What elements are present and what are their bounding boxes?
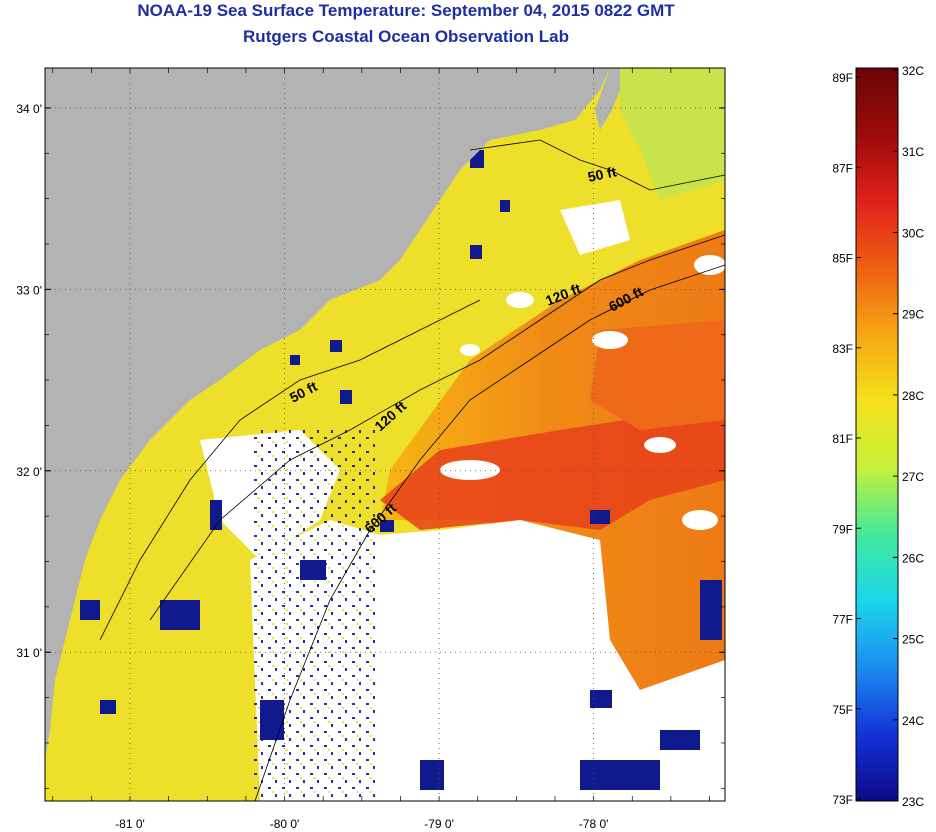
longitude-labels: -81 0' -80 0' -79 0' -78 0' [115,817,608,831]
isobath-120ft [149,234,725,621]
colorbar-f-label: 83F [832,342,853,356]
colorbar-f-label: 79F [832,522,853,536]
lat-label: 34 0' [16,102,42,116]
colorbar-c-label: 23C [902,795,924,809]
cloud-patch [440,460,500,480]
page-title: NOAA-19 Sea Surface Temperature: Septemb… [137,1,675,20]
colorbar-f-label: 85F [832,252,853,266]
lon-label: -78 0' [579,817,609,831]
coastal-water-north [620,68,725,200]
cloud-patch [592,331,628,349]
isobath-50ft-south [99,299,481,641]
colorbar-f-label: 75F [832,703,853,717]
colorbar-celsius-labels: 32C 31C 30C 29C 28C 27C 26C 25C 24C 23C [893,64,924,809]
colorbar-f-label: 77F [832,613,853,627]
cloud-patch [694,255,725,275]
cloud-patch [644,437,676,453]
cloud-patch [460,344,480,356]
hot-water-region [380,400,725,530]
colorbar-f-label: 81F [832,432,853,446]
colorbar-fahrenheit-labels: 89F 87F 85F 83F 81F 79F 77F 75F 73F [832,71,861,807]
lon-label: -79 0' [424,817,454,831]
colorbar: 89F 87F 85F 83F 81F 79F 77F 75F 73F 32C 31C 30C 29C… [832,64,924,809]
lat-label: 31 0' [16,646,42,660]
cloud-patch [506,292,534,308]
colorbar-c-label: 24C [902,714,924,728]
colorbar-c-label: 25C [902,633,924,647]
colorbar-f-label: 87F [832,161,853,175]
colorbar-c-label: 31C [902,145,924,159]
colorbar-c-label: 26C [902,551,924,565]
cloud-speckle [250,430,380,801]
colorbar-c-label: 30C [902,226,924,240]
isobath-label-50ft-north: 50 ft [586,163,618,185]
colorbar-c-label: 32C [902,64,924,78]
colorbar-f-label: 89F [832,71,853,85]
cloud-patch [682,510,718,530]
cloud-patch-north [560,200,630,255]
isobath-50ft [469,139,725,191]
graticule [45,68,725,801]
latitude-labels: 34 0' 33 0' 32 0' 31 0' [16,102,42,660]
page-subtitle: Rutgers Coastal Ocean Observation Lab [243,27,569,46]
lat-label: 33 0' [16,283,42,297]
colorbar-f-label: 73F [832,793,853,807]
colorbar-c-label: 29C [902,308,924,322]
land-area [45,68,610,760]
cold-pixels [80,150,722,790]
colorbar-c-label: 28C [902,389,924,403]
lat-label: 32 0' [16,465,42,479]
map-frame [44,67,726,802]
lon-label: -80 0' [270,817,300,831]
lon-label: -81 0' [115,817,145,831]
colorbar-gradient [855,67,899,802]
colorbar-c-label: 27C [902,470,924,484]
warm-patch-east [590,320,725,430]
isobath-600ft [254,264,725,801]
